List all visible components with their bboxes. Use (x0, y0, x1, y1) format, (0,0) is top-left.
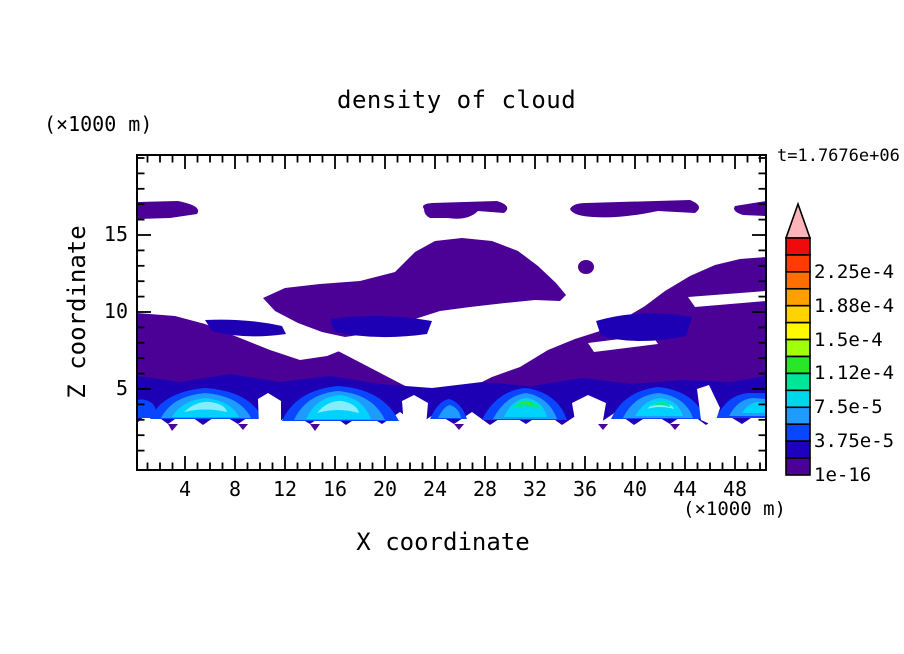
x-tick-label: 36 (572, 477, 598, 501)
colorbar-segment (785, 406, 811, 426)
diagonal-band (263, 238, 566, 337)
x-tick-label: 44 (672, 477, 698, 501)
colorbar-segment (785, 457, 811, 476)
x-tick-label: 4 (178, 477, 192, 501)
x-tick-label: 16 (322, 477, 348, 501)
x-tick-label: 12 (272, 477, 298, 501)
cloud-dot (578, 260, 594, 274)
y-tick-label: 5 (115, 376, 128, 400)
chart-title: density of cloud (337, 86, 577, 114)
bump1-core (184, 401, 227, 412)
navy-lens-1 (205, 319, 286, 337)
plot-frame (136, 154, 767, 471)
colorbar-tick-label: 1.88e-4 (814, 294, 895, 317)
x-tick-label: 32 (522, 477, 548, 501)
colorbar-tick-label: 1.5e-4 (814, 328, 883, 351)
y-tick-label: 15 (103, 222, 128, 246)
colorbar-tick-label: 1e-16 (814, 464, 872, 486)
colorbar-segment (785, 372, 811, 392)
colorbar-tick-label: 1.12e-4 (814, 362, 895, 385)
x-tick-label: 8 (228, 477, 242, 501)
navy-lens-2 (330, 315, 432, 338)
colorbar-segment (785, 389, 811, 409)
notch-4 (697, 385, 720, 426)
colorbar-overflow-arrow (784, 201, 812, 239)
fringe-4 (454, 424, 464, 430)
colorbar (784, 201, 812, 476)
fringe-5 (598, 424, 608, 430)
fringe-6 (670, 424, 680, 430)
x-axis-unit-label: (×1000 m) (683, 498, 786, 520)
colorbar-segment (785, 355, 811, 375)
bump5-spring (650, 401, 671, 407)
time-annotation: t=1.7676e+06 (777, 146, 900, 166)
notch-3 (572, 395, 606, 426)
colorbar-segment (785, 254, 811, 273)
colorbar-segment (785, 304, 811, 324)
notch-2 (402, 395, 428, 426)
colorbar-segment (785, 237, 811, 256)
colorbar-tick-label: 3.75e-5 (814, 430, 895, 453)
cloud-base-white (138, 411, 765, 469)
x-tick-label: 48 (722, 477, 748, 501)
colorbar-tick-label: 7.5e-5 (814, 396, 883, 419)
fringe-3 (310, 424, 320, 431)
axis-ticks (138, 156, 765, 469)
x-tick-label: 40 (622, 477, 648, 501)
colorbar-segment (785, 321, 811, 341)
bump4-green (517, 400, 533, 406)
bump3-sky (438, 405, 461, 418)
y-tick-label: 10 (103, 299, 128, 323)
white-sliver-right (688, 291, 765, 307)
x-axis-title: X coordinate (356, 528, 530, 556)
colorbar-segment (785, 338, 811, 358)
colorbar-segment (785, 423, 811, 442)
streak-right (570, 200, 699, 218)
bump2-core (317, 400, 359, 413)
colorbar-segment (785, 271, 811, 290)
fringe-2 (238, 424, 248, 430)
x-tick-label: 28 (472, 477, 498, 501)
streak-left (138, 201, 199, 219)
bump4-cyan (504, 398, 547, 417)
contour-layers (138, 200, 765, 469)
y-axis-unit-label: (×1000 m) (44, 112, 153, 136)
colorbar-segment (785, 440, 811, 459)
bump4-spring (511, 400, 541, 409)
x-tick-label: 24 (422, 477, 448, 501)
colorbar-segment (785, 287, 811, 307)
streak-edge (734, 201, 765, 216)
x-tick-label: 20 (372, 477, 398, 501)
fringe-1 (168, 424, 178, 431)
notch-1 (258, 393, 281, 426)
streak-mid (423, 201, 508, 219)
colorbar-tick-label: 2.25e-4 (814, 260, 895, 283)
navy-lens-3 (596, 313, 692, 341)
